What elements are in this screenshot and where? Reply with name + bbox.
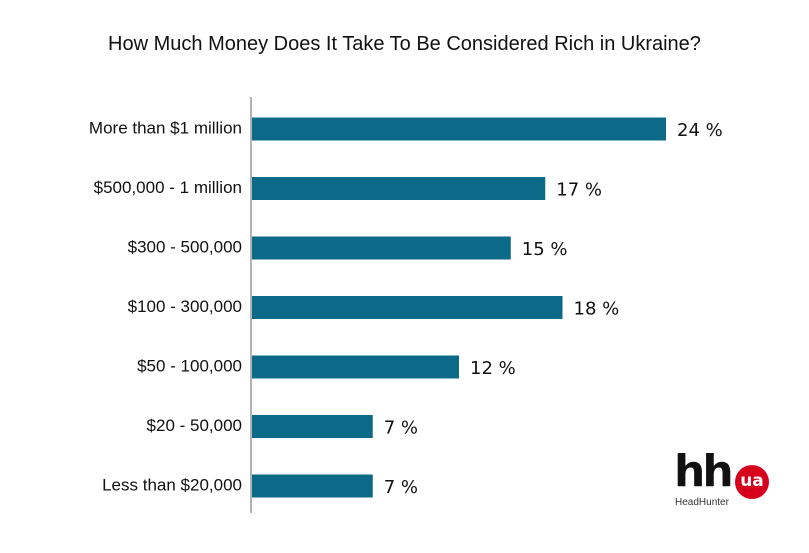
- category-label: $50 - 100,000: [137, 356, 242, 375]
- category-label: Less than $20,000: [102, 475, 242, 494]
- bar: [252, 355, 459, 379]
- category-label: $300 - 500,000: [128, 237, 242, 256]
- logo-ua-badge: ua: [735, 465, 769, 499]
- category-label: $20 - 50,000: [147, 416, 242, 435]
- value-label: 7 %: [384, 418, 418, 439]
- category-label: $500,000 - 1 million: [94, 178, 242, 197]
- bar: [252, 236, 511, 260]
- logo-hh-text: hh: [674, 446, 734, 497]
- value-label: 7 %: [384, 477, 418, 498]
- bar: [252, 177, 546, 200]
- bars-group: More than $1 million 24 % $500,000 - 1 mil…: [89, 117, 723, 498]
- value-label: 15 %: [522, 239, 568, 260]
- value-label: 18 %: [574, 299, 620, 320]
- chart-title: How Much Money Does It Take To Be Consid…: [108, 33, 701, 55]
- category-label: More than $1 million: [89, 118, 242, 137]
- bar: [252, 474, 373, 498]
- bar: [252, 296, 563, 319]
- category-label: $100 - 300,000: [128, 297, 242, 316]
- value-label: 12 %: [470, 358, 516, 379]
- value-label: 24 %: [677, 120, 723, 141]
- bar: [252, 117, 666, 141]
- bar: [252, 415, 373, 438]
- logo-subtitle: HeadHunter: [675, 497, 729, 508]
- headhunter-logo: hh ua HeadHunter: [674, 446, 774, 512]
- value-label: 17 %: [556, 180, 602, 201]
